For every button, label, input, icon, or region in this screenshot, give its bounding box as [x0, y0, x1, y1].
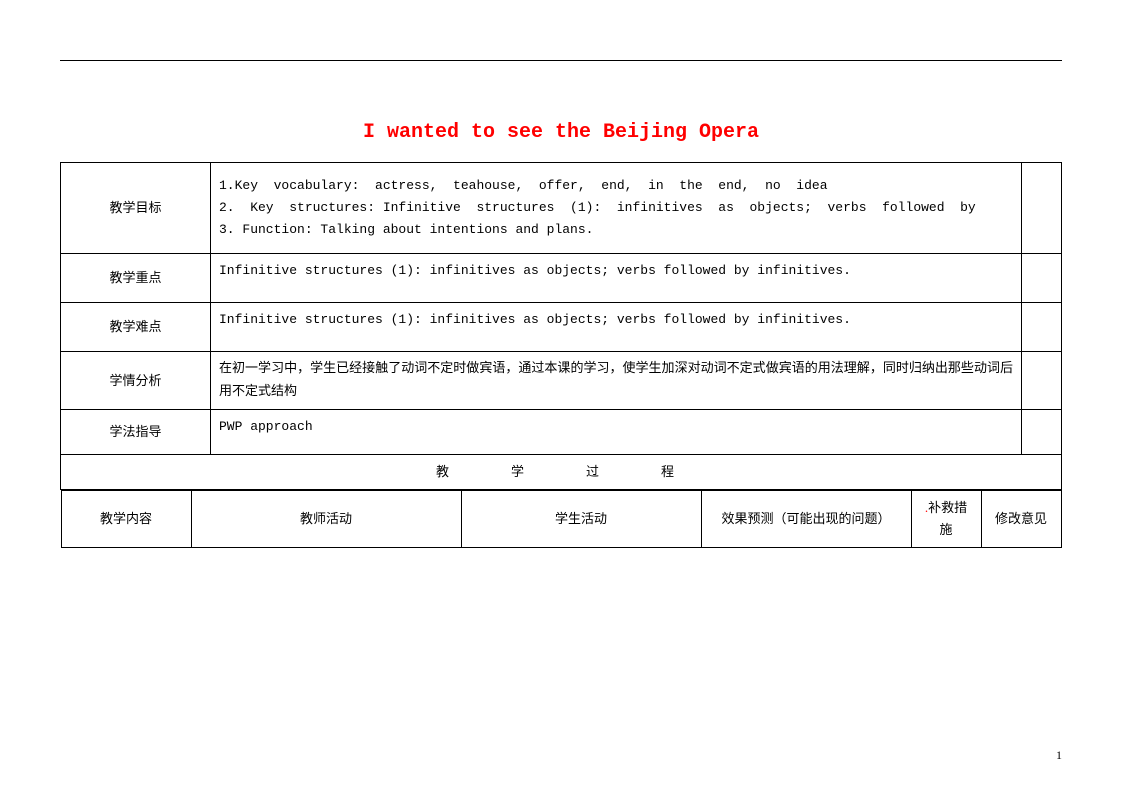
column-headers-wrapper: 教学内容 教师活动 学生活动 效果预测（可能出现的问题） .补救措施 修改意见 — [61, 489, 1062, 548]
content-keypoints: Infinitive structures (1): infinitives a… — [211, 254, 1022, 303]
lesson-plan-table: 教学目标 1.Key vocabulary: actress, teahouse… — [60, 162, 1062, 548]
extra-objectives — [1022, 163, 1062, 254]
extra-difficulties — [1022, 303, 1062, 352]
objectives-line1: 1.Key vocabulary: actress, teahouse, off… — [219, 178, 828, 193]
col-remedy: .补救措施 — [911, 490, 981, 547]
row-keypoints: 教学重点 Infinitive structures (1): infiniti… — [61, 254, 1062, 303]
objectives-line3: 3. Function: Talking about intentions an… — [219, 222, 593, 237]
row-column-headers: 教学内容 教师活动 学生活动 效果预测（可能出现的问题） .补救措施 修改意见 — [61, 489, 1062, 548]
page-number: 1 — [1056, 748, 1062, 763]
label-keypoints: 教学重点 — [61, 254, 211, 303]
document-title: I wanted to see the Beijing Opera — [60, 121, 1062, 144]
col-revision: 修改意见 — [981, 490, 1061, 547]
col-prediction: 效果预测（可能出现的问题） — [701, 490, 911, 547]
label-method: 学法指导 — [61, 409, 211, 454]
content-method: PWP approach — [211, 409, 1022, 454]
row-method: 学法指导 PWP approach — [61, 409, 1062, 454]
extra-keypoints — [1022, 254, 1062, 303]
content-difficulties: Infinitive structures (1): infinitives a… — [211, 303, 1022, 352]
row-analysis: 学情分析 在初一学习中，学生已经接触了动词不定时做宾语，通过本课的学习，使学生加… — [61, 352, 1062, 409]
process-header: 教 学 过 程 — [61, 454, 1062, 489]
row-difficulties: 教学难点 Infinitive structures (1): infiniti… — [61, 303, 1062, 352]
row-process-header: 教 学 过 程 — [61, 454, 1062, 489]
column-headers-table: 教学内容 教师活动 学生活动 效果预测（可能出现的问题） .补救措施 修改意见 — [61, 490, 1062, 548]
process-header-text: 教 学 过 程 — [436, 464, 686, 479]
col-remedy-text: 补救措施 — [928, 500, 967, 537]
col-content: 教学内容 — [61, 490, 191, 547]
objectives-line2: 2. Key structures: Infinitive structures… — [219, 200, 976, 215]
label-analysis: 学情分析 — [61, 352, 211, 409]
content-analysis: 在初一学习中，学生已经接触了动词不定时做宾语，通过本课的学习，使学生加深对动词不… — [211, 352, 1022, 409]
label-difficulties: 教学难点 — [61, 303, 211, 352]
page-container: I wanted to see the Beijing Opera 教学目标 1… — [0, 0, 1122, 588]
extra-analysis — [1022, 352, 1062, 409]
top-horizontal-rule — [60, 60, 1062, 61]
row-objectives: 教学目标 1.Key vocabulary: actress, teahouse… — [61, 163, 1062, 254]
col-student: 学生活动 — [461, 490, 701, 547]
col-teacher: 教师活动 — [191, 490, 461, 547]
content-objectives: 1.Key vocabulary: actress, teahouse, off… — [211, 163, 1022, 254]
label-objectives: 教学目标 — [61, 163, 211, 254]
extra-method — [1022, 409, 1062, 454]
